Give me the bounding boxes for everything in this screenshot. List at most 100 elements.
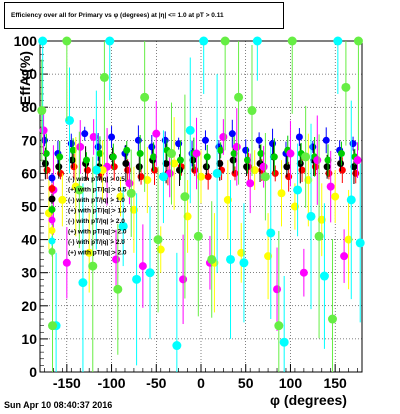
data-point — [83, 156, 91, 164]
data-point — [314, 231, 324, 241]
x-axis-label: φ (degrees) — [270, 392, 347, 408]
data-point — [125, 179, 134, 188]
y-tick-label: 30 — [21, 265, 37, 281]
data-point — [255, 136, 263, 144]
data-point — [156, 245, 165, 254]
data-point — [309, 143, 317, 151]
data-point — [69, 146, 77, 154]
data-point — [220, 36, 230, 46]
data-point — [129, 205, 138, 214]
data-point — [158, 172, 168, 182]
data-point — [269, 140, 277, 148]
data-point — [179, 275, 188, 284]
data-point — [270, 153, 278, 161]
data-point — [306, 211, 316, 221]
axis-ticks: -150 -100 -50 0 50 100 150 0 10 20 30 40 50 60 70 80 90 1… — [14, 33, 358, 391]
data-point — [126, 188, 136, 198]
data-point — [353, 156, 362, 165]
data-point — [260, 172, 270, 182]
data-point — [118, 221, 128, 231]
x-tick-label: 0 — [197, 375, 205, 391]
data-point — [38, 36, 48, 46]
data-point — [201, 136, 209, 144]
data-point — [274, 321, 284, 331]
data-point — [170, 159, 179, 168]
data-point — [109, 153, 117, 161]
series-group — [42, 133, 359, 181]
y-tick-label: 90 — [21, 66, 37, 82]
data-point — [189, 156, 197, 164]
y-tick-label: 100 — [14, 33, 38, 49]
data-point — [250, 166, 259, 175]
series-group — [37, 36, 363, 372]
data-point — [216, 159, 224, 167]
data-point — [110, 163, 118, 171]
data-point — [152, 129, 161, 138]
data-point — [99, 72, 109, 82]
data-point — [352, 169, 360, 177]
data-point — [283, 163, 291, 171]
data-point — [140, 92, 150, 102]
data-point — [150, 166, 158, 174]
data-point — [70, 163, 78, 171]
data-point — [353, 36, 363, 46]
data-point — [89, 132, 98, 141]
data-point — [203, 153, 211, 161]
x-tick-label: -100 — [98, 375, 126, 391]
y-tick-label: 0 — [29, 364, 37, 380]
data-point — [323, 163, 331, 171]
data-point — [296, 159, 304, 167]
data-point — [287, 36, 297, 46]
data-point — [56, 153, 64, 161]
data-point — [123, 146, 131, 154]
data-point — [304, 176, 313, 185]
legend-label: (+) with pT/|q| > 2.0 — [68, 229, 127, 236]
data-point — [74, 185, 84, 195]
data-point — [166, 149, 176, 159]
data-point — [252, 36, 262, 46]
data-point — [266, 228, 276, 238]
data-point — [341, 82, 351, 92]
legend-label: (-) with pT/|q| > 2.0 — [68, 218, 125, 225]
data-point — [197, 172, 205, 181]
data-point — [134, 136, 142, 144]
data-point — [325, 169, 333, 177]
legend-label: (+) with pT/|q| > 0.5 — [68, 187, 127, 194]
legend-label: (-) with pT/|q| > 2.0 — [68, 239, 125, 246]
chart-title: Efficiency over all for Primary vs φ (de… — [4, 2, 284, 29]
data-point — [105, 36, 115, 46]
data-point — [243, 163, 251, 171]
series-group — [44, 117, 353, 313]
y-tick-label: 40 — [21, 232, 37, 248]
data-point — [68, 156, 76, 164]
data-point — [349, 140, 357, 148]
data-point — [176, 156, 184, 164]
series-group — [38, 36, 365, 372]
data-point — [232, 142, 241, 151]
data-point — [285, 173, 293, 181]
data-point — [57, 169, 65, 177]
data-point — [83, 166, 91, 174]
date-stamp: Sun Apr 10 08:40:37 2016 — [4, 400, 113, 410]
data-point — [229, 156, 237, 164]
data-point — [331, 192, 340, 201]
legend-label: (+) with pT/|q| > 1.0 — [68, 208, 127, 215]
data-point — [337, 159, 345, 167]
data-point — [317, 215, 326, 224]
data-point — [162, 159, 170, 167]
data-point — [217, 146, 225, 154]
data-point — [116, 192, 125, 201]
data-point — [172, 341, 182, 351]
data-point — [257, 150, 265, 158]
grid-lines — [40, 40, 362, 373]
data-point — [259, 162, 268, 171]
data-point — [293, 185, 303, 195]
data-point — [58, 195, 67, 204]
data-point — [338, 166, 346, 174]
data-point — [153, 235, 163, 245]
data-point — [202, 163, 210, 171]
data-point — [301, 152, 311, 162]
data-point — [67, 140, 75, 148]
y-tick-label: 20 — [21, 298, 37, 314]
